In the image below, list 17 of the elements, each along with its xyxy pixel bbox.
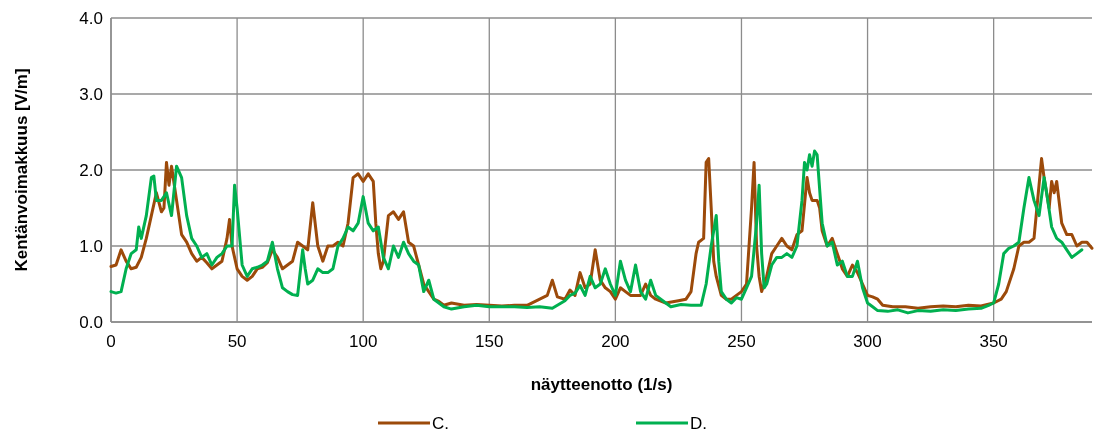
- y-tick-label: 4.0: [79, 8, 103, 28]
- x-tick-label: 300: [853, 332, 882, 351]
- x-tick-label: 0: [106, 332, 116, 351]
- y-tick-label: 1.0: [79, 236, 103, 256]
- x-tick-label: 100: [349, 332, 378, 351]
- y-tick-label: 3.0: [79, 84, 103, 104]
- y-axis-title: Kentänvoimakkuus [V/m]: [12, 68, 31, 272]
- y-tick-label: 2.0: [79, 160, 103, 180]
- x-tick-label: 250: [727, 332, 756, 351]
- y-tick-label: 0.0: [79, 312, 103, 332]
- x-axis-title: näytteenotto (1/s): [530, 375, 673, 394]
- legend-label: C.: [432, 413, 449, 433]
- x-tick-label: 150: [475, 332, 504, 351]
- x-tick-label: 350: [979, 332, 1008, 351]
- x-tick-label: 50: [227, 332, 247, 351]
- x-tick-label: 200: [601, 332, 630, 351]
- legend-label: D.: [690, 413, 707, 433]
